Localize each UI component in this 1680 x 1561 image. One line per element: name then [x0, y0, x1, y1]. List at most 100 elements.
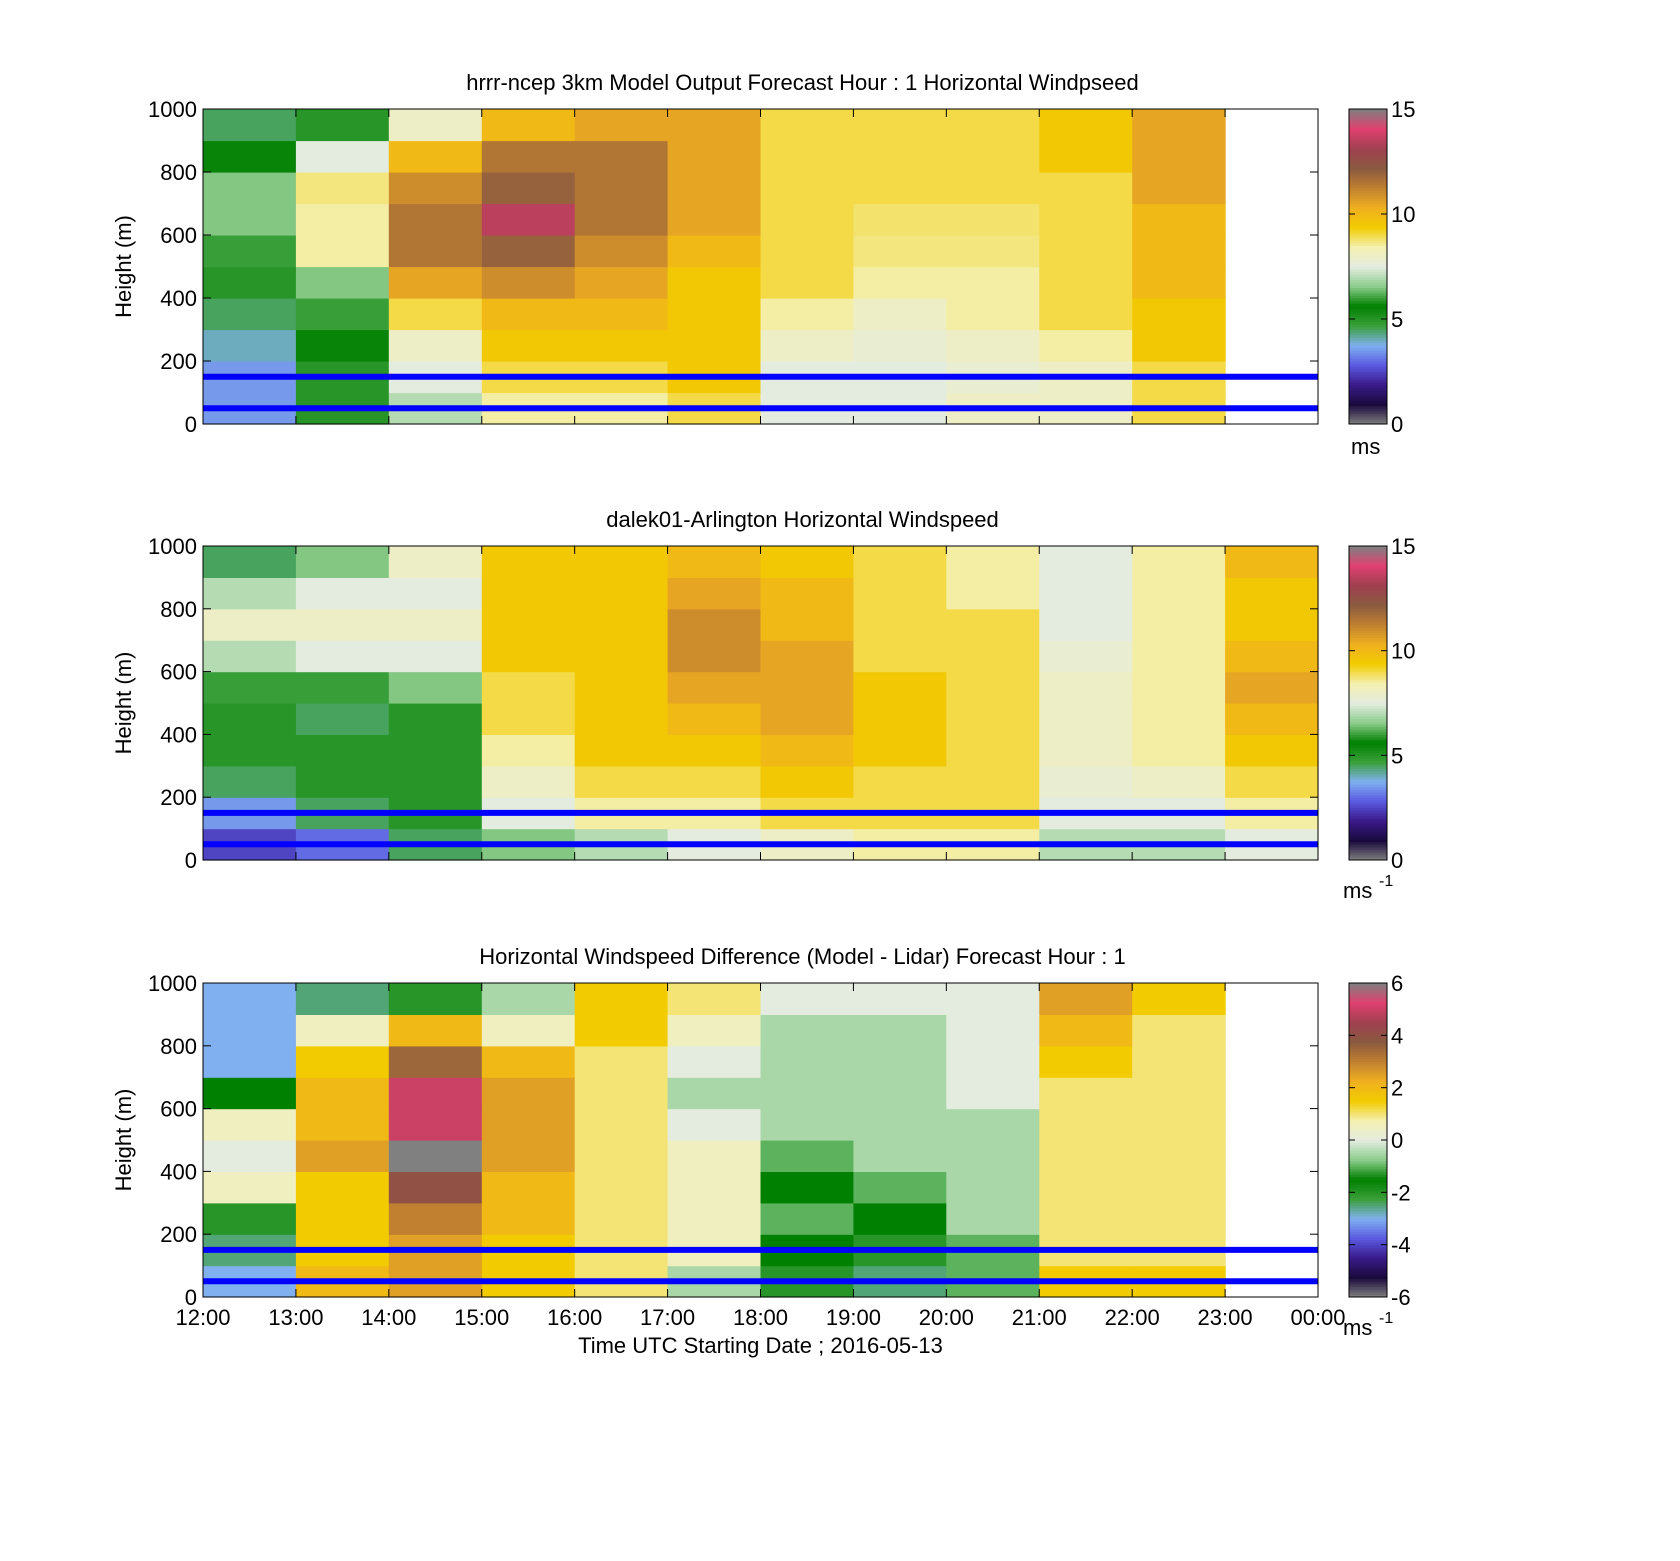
heatmap-cell — [760, 1077, 854, 1110]
heatmap-cell — [1039, 608, 1133, 641]
colorbar-segment — [1349, 195, 1387, 199]
heatmap-cell — [203, 734, 297, 767]
colorbar-segment — [1349, 253, 1387, 257]
colorbar-segment — [1349, 1273, 1387, 1277]
colorbar-segment — [1349, 755, 1387, 759]
colorbar-segment — [1349, 1126, 1387, 1131]
heatmap-cell — [481, 1202, 576, 1235]
heatmap-cell — [388, 765, 483, 798]
colorbar-tick-label: -2 — [1391, 1180, 1411, 1205]
heatmap-cell — [667, 1014, 762, 1047]
colorbar-segment — [1349, 1087, 1387, 1091]
colorbar-segment — [1349, 823, 1387, 827]
colorbar-segment — [1349, 689, 1387, 694]
heatmap-cell — [853, 1014, 947, 1047]
colorbar-segment — [1349, 629, 1387, 633]
heatmap-cell — [481, 329, 576, 362]
colorbar-segment — [1349, 185, 1387, 189]
colorbar-segment — [1349, 1187, 1387, 1191]
colorbar-segment — [1349, 1137, 1387, 1141]
heatmap-cell — [295, 703, 390, 735]
heatmap-cell — [946, 1171, 1040, 1204]
heatmap-cell — [853, 266, 947, 299]
colorbar-segment — [1349, 211, 1387, 215]
heatmap-cell — [574, 1171, 669, 1204]
colorbar-tick-label: 0 — [1391, 848, 1403, 873]
colorbar-segment — [1349, 279, 1387, 283]
heatmap-cell — [1132, 671, 1226, 704]
chart-panel-2: 0 200 400 600 800 1000 dalek01-Arlington Horiz… — [111, 507, 1415, 903]
colorbar-segment — [1349, 376, 1387, 380]
heatmap-cell — [481, 546, 576, 578]
heatmap-cell — [295, 235, 390, 268]
colorbar-segment — [1349, 1113, 1387, 1117]
colorbar-segment — [1349, 161, 1387, 165]
colorbar-segment — [1349, 1032, 1387, 1036]
heatmap-cell — [1039, 640, 1133, 673]
colorbar-unit: ms — [1351, 434, 1380, 459]
heatmap-cell — [388, 1140, 483, 1172]
colorbar-segment — [1349, 1291, 1387, 1295]
heatmap-cell — [760, 1108, 854, 1141]
colorbar-segment — [1349, 603, 1387, 607]
colorbar-segment — [1349, 703, 1387, 707]
colorbar-tick-label: 2 — [1391, 1076, 1403, 1101]
heatmap-cell — [203, 1014, 297, 1047]
colorbar-segment — [1349, 109, 1387, 113]
heatmap-cell — [667, 235, 762, 268]
heatmap-cell — [1039, 1202, 1133, 1235]
heatmap-cell — [1132, 1108, 1226, 1141]
colorbar-segment — [1349, 993, 1387, 997]
colorbar-segment — [1349, 1001, 1387, 1005]
colorbar-segment — [1349, 1268, 1387, 1272]
colorbar-segment — [1349, 556, 1387, 560]
heatmap-cell — [667, 640, 762, 673]
heatmap-cell — [1132, 298, 1226, 331]
colorbar-segment — [1349, 127, 1387, 131]
colorbar-tick-label: -6 — [1391, 1285, 1411, 1310]
heatmap-cell — [203, 703, 297, 735]
heatmap-cell — [388, 640, 483, 673]
colorbar-segment — [1349, 1145, 1387, 1149]
heatmap-cell — [295, 671, 390, 704]
colorbar-segment — [1349, 392, 1387, 396]
colorbar-segment — [1349, 1142, 1387, 1146]
colorbar-segment — [1349, 261, 1387, 265]
colorbar-segment — [1349, 1166, 1387, 1170]
colorbar-segment — [1349, 1289, 1387, 1293]
colorbar-segment — [1349, 371, 1387, 375]
heatmap-cell — [388, 1077, 483, 1110]
heatmap-cell — [574, 1014, 669, 1047]
colorbar-segment — [1349, 744, 1387, 748]
x-tick-label: 20:00 — [919, 1305, 974, 1330]
colorbar-segment — [1349, 316, 1387, 320]
colorbar-segment — [1349, 313, 1387, 317]
heatmap-cell — [481, 140, 576, 173]
heatmap-cell — [667, 671, 762, 704]
colorbar-segment — [1349, 200, 1387, 204]
heatmap-cell — [481, 1171, 576, 1204]
colorbar-segment — [1349, 998, 1387, 1002]
colorbar-segment — [1349, 637, 1387, 641]
heatmap-cell — [1132, 203, 1226, 236]
heatmap-cell — [1039, 765, 1133, 798]
heatmap-cell — [203, 1077, 297, 1110]
heatmap-cell — [667, 140, 762, 173]
heatmap-cell — [203, 577, 297, 610]
colorbar-segment — [1349, 1056, 1387, 1060]
heatmap-cell — [1132, 1045, 1226, 1078]
y-tick-label: 200 — [160, 349, 197, 374]
colorbar-segment — [1349, 179, 1387, 183]
heatmap-cell — [388, 1045, 483, 1078]
heatmap-cell — [1132, 235, 1226, 268]
x-tick-label: 22:00 — [1105, 1305, 1160, 1330]
colorbar-segment — [1349, 397, 1387, 401]
heatmap-cell — [203, 235, 297, 268]
colorbar-segment — [1349, 653, 1387, 657]
heatmap-cell — [295, 577, 390, 610]
heatmap-cell — [1039, 298, 1133, 331]
colorbar-segment — [1349, 585, 1387, 589]
y-tick-label: 800 — [160, 1034, 197, 1059]
colorbar-segment — [1349, 587, 1387, 591]
heatmap-cell — [574, 203, 669, 236]
